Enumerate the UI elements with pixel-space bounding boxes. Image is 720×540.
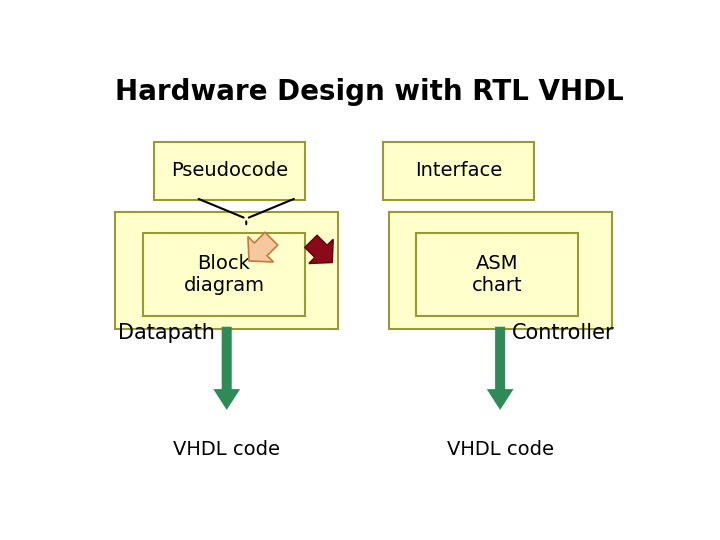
FancyBboxPatch shape xyxy=(383,141,534,200)
Text: VHDL code: VHDL code xyxy=(446,440,554,459)
FancyBboxPatch shape xyxy=(143,233,305,316)
FancyBboxPatch shape xyxy=(389,212,612,329)
FancyBboxPatch shape xyxy=(154,141,305,200)
Text: Hardware Design with RTL VHDL: Hardware Design with RTL VHDL xyxy=(114,78,624,106)
Text: VHDL code: VHDL code xyxy=(174,440,280,459)
FancyBboxPatch shape xyxy=(115,212,338,329)
Text: Controller: Controller xyxy=(512,323,615,343)
Text: Pseudocode: Pseudocode xyxy=(171,161,288,180)
Text: Datapath: Datapath xyxy=(118,323,215,343)
Polygon shape xyxy=(305,235,333,264)
Text: Interface: Interface xyxy=(415,161,502,180)
FancyBboxPatch shape xyxy=(416,233,578,316)
Polygon shape xyxy=(248,232,278,262)
Text: ASM
chart: ASM chart xyxy=(472,254,523,295)
FancyArrow shape xyxy=(487,327,513,410)
FancyArrow shape xyxy=(213,327,240,410)
Text: Block
diagram: Block diagram xyxy=(184,254,264,295)
